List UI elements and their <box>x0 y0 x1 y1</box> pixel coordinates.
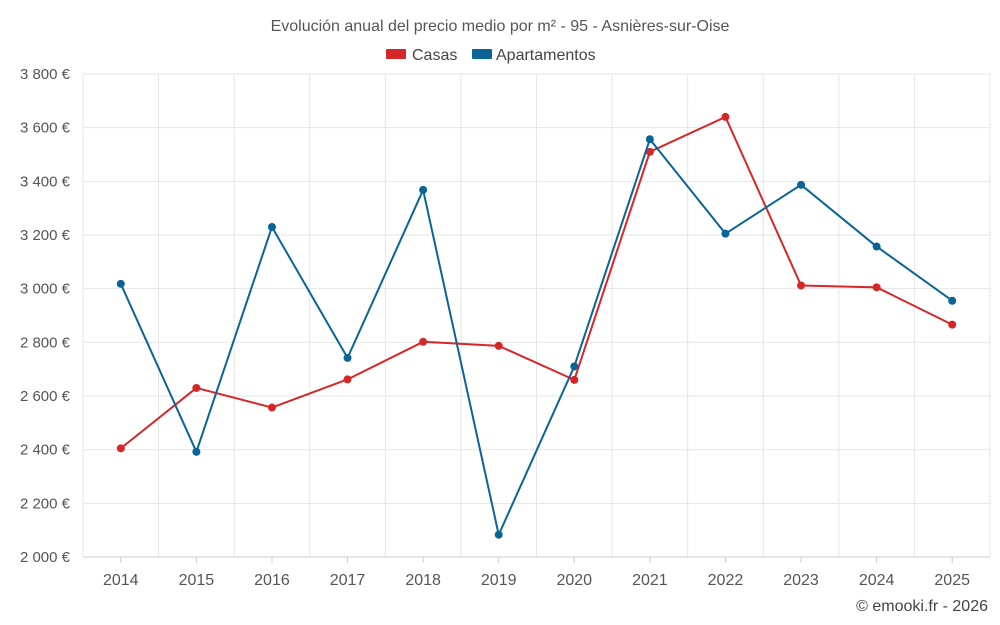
legend-label[interactable]: Casas <box>412 47 457 64</box>
series-layer <box>116 112 957 539</box>
legend: Casas Apartamentos <box>386 47 596 64</box>
x-tick-label: 2024 <box>859 572 895 589</box>
x-tick-label: 2020 <box>556 572 592 589</box>
x-tick-label: 2022 <box>708 572 744 589</box>
y-tick-label: 3 200 € <box>20 227 71 244</box>
series-apartamentos <box>116 135 957 539</box>
x-tick-label: 2014 <box>103 572 139 589</box>
data-point[interactable] <box>343 375 352 384</box>
data-point[interactable] <box>872 283 881 292</box>
x-tick-label: 2025 <box>934 572 970 589</box>
y-tick-label: 2 200 € <box>20 495 71 512</box>
x-tick-label: 2018 <box>405 572 441 589</box>
x-tick-label: 2017 <box>330 572 366 589</box>
legend-swatch <box>386 49 406 59</box>
y-tick-label: 3 000 € <box>20 281 71 298</box>
x-axis: 2014 2015 2016 2017 2018 2019 2020 2021 2022 2023… <box>103 557 970 589</box>
y-tick-label: 2 600 € <box>20 388 71 405</box>
y-tick-label: 2 400 € <box>20 442 71 459</box>
series-line <box>120 115 953 450</box>
y-axis: 2 000 € 2 200 € 2 400 € 2 600 € 2 800 € 3 000… <box>20 66 71 566</box>
credit-text: © emooki.fr - 2026 <box>856 598 988 615</box>
y-tick-label: 2 000 € <box>20 549 71 566</box>
data-point[interactable] <box>797 180 806 189</box>
data-point[interactable] <box>948 296 957 305</box>
data-point[interactable] <box>343 353 352 362</box>
data-point[interactable] <box>645 135 654 144</box>
series-line <box>119 138 953 536</box>
x-tick-label: 2015 <box>179 572 215 589</box>
data-point[interactable] <box>267 222 276 231</box>
x-tick-label: 2021 <box>632 572 668 589</box>
data-point[interactable] <box>721 229 730 238</box>
x-gridlines <box>82 74 991 558</box>
data-point[interactable] <box>721 112 730 121</box>
y-tick-label: 3 400 € <box>20 173 71 190</box>
legend-label[interactable]: Apartamentos <box>496 47 596 64</box>
data-point[interactable] <box>494 341 503 350</box>
y-tick-label: 2 800 € <box>20 334 71 351</box>
legend-swatch <box>472 49 492 59</box>
data-point[interactable] <box>645 147 654 156</box>
data-point[interactable] <box>797 281 806 290</box>
data-point[interactable] <box>192 383 201 392</box>
data-point[interactable] <box>948 320 957 329</box>
y-tick-label: 3 600 € <box>20 120 71 137</box>
data-point[interactable] <box>192 447 201 456</box>
data-point[interactable] <box>419 337 428 346</box>
data-point[interactable] <box>116 279 125 288</box>
data-point[interactable] <box>419 185 428 194</box>
data-point[interactable] <box>570 362 579 371</box>
data-point[interactable] <box>267 403 276 412</box>
x-tick-label: 2016 <box>254 572 290 589</box>
data-point[interactable] <box>570 375 579 384</box>
chart-title: Evolución anual del precio medio por m² … <box>271 18 730 35</box>
x-tick-label: 2023 <box>783 572 819 589</box>
y-tick-label: 3 800 € <box>20 66 71 83</box>
data-point[interactable] <box>116 444 125 453</box>
data-point[interactable] <box>494 530 503 539</box>
series-casas <box>116 112 957 453</box>
data-point[interactable] <box>872 242 881 251</box>
x-tick-label: 2019 <box>481 572 517 589</box>
